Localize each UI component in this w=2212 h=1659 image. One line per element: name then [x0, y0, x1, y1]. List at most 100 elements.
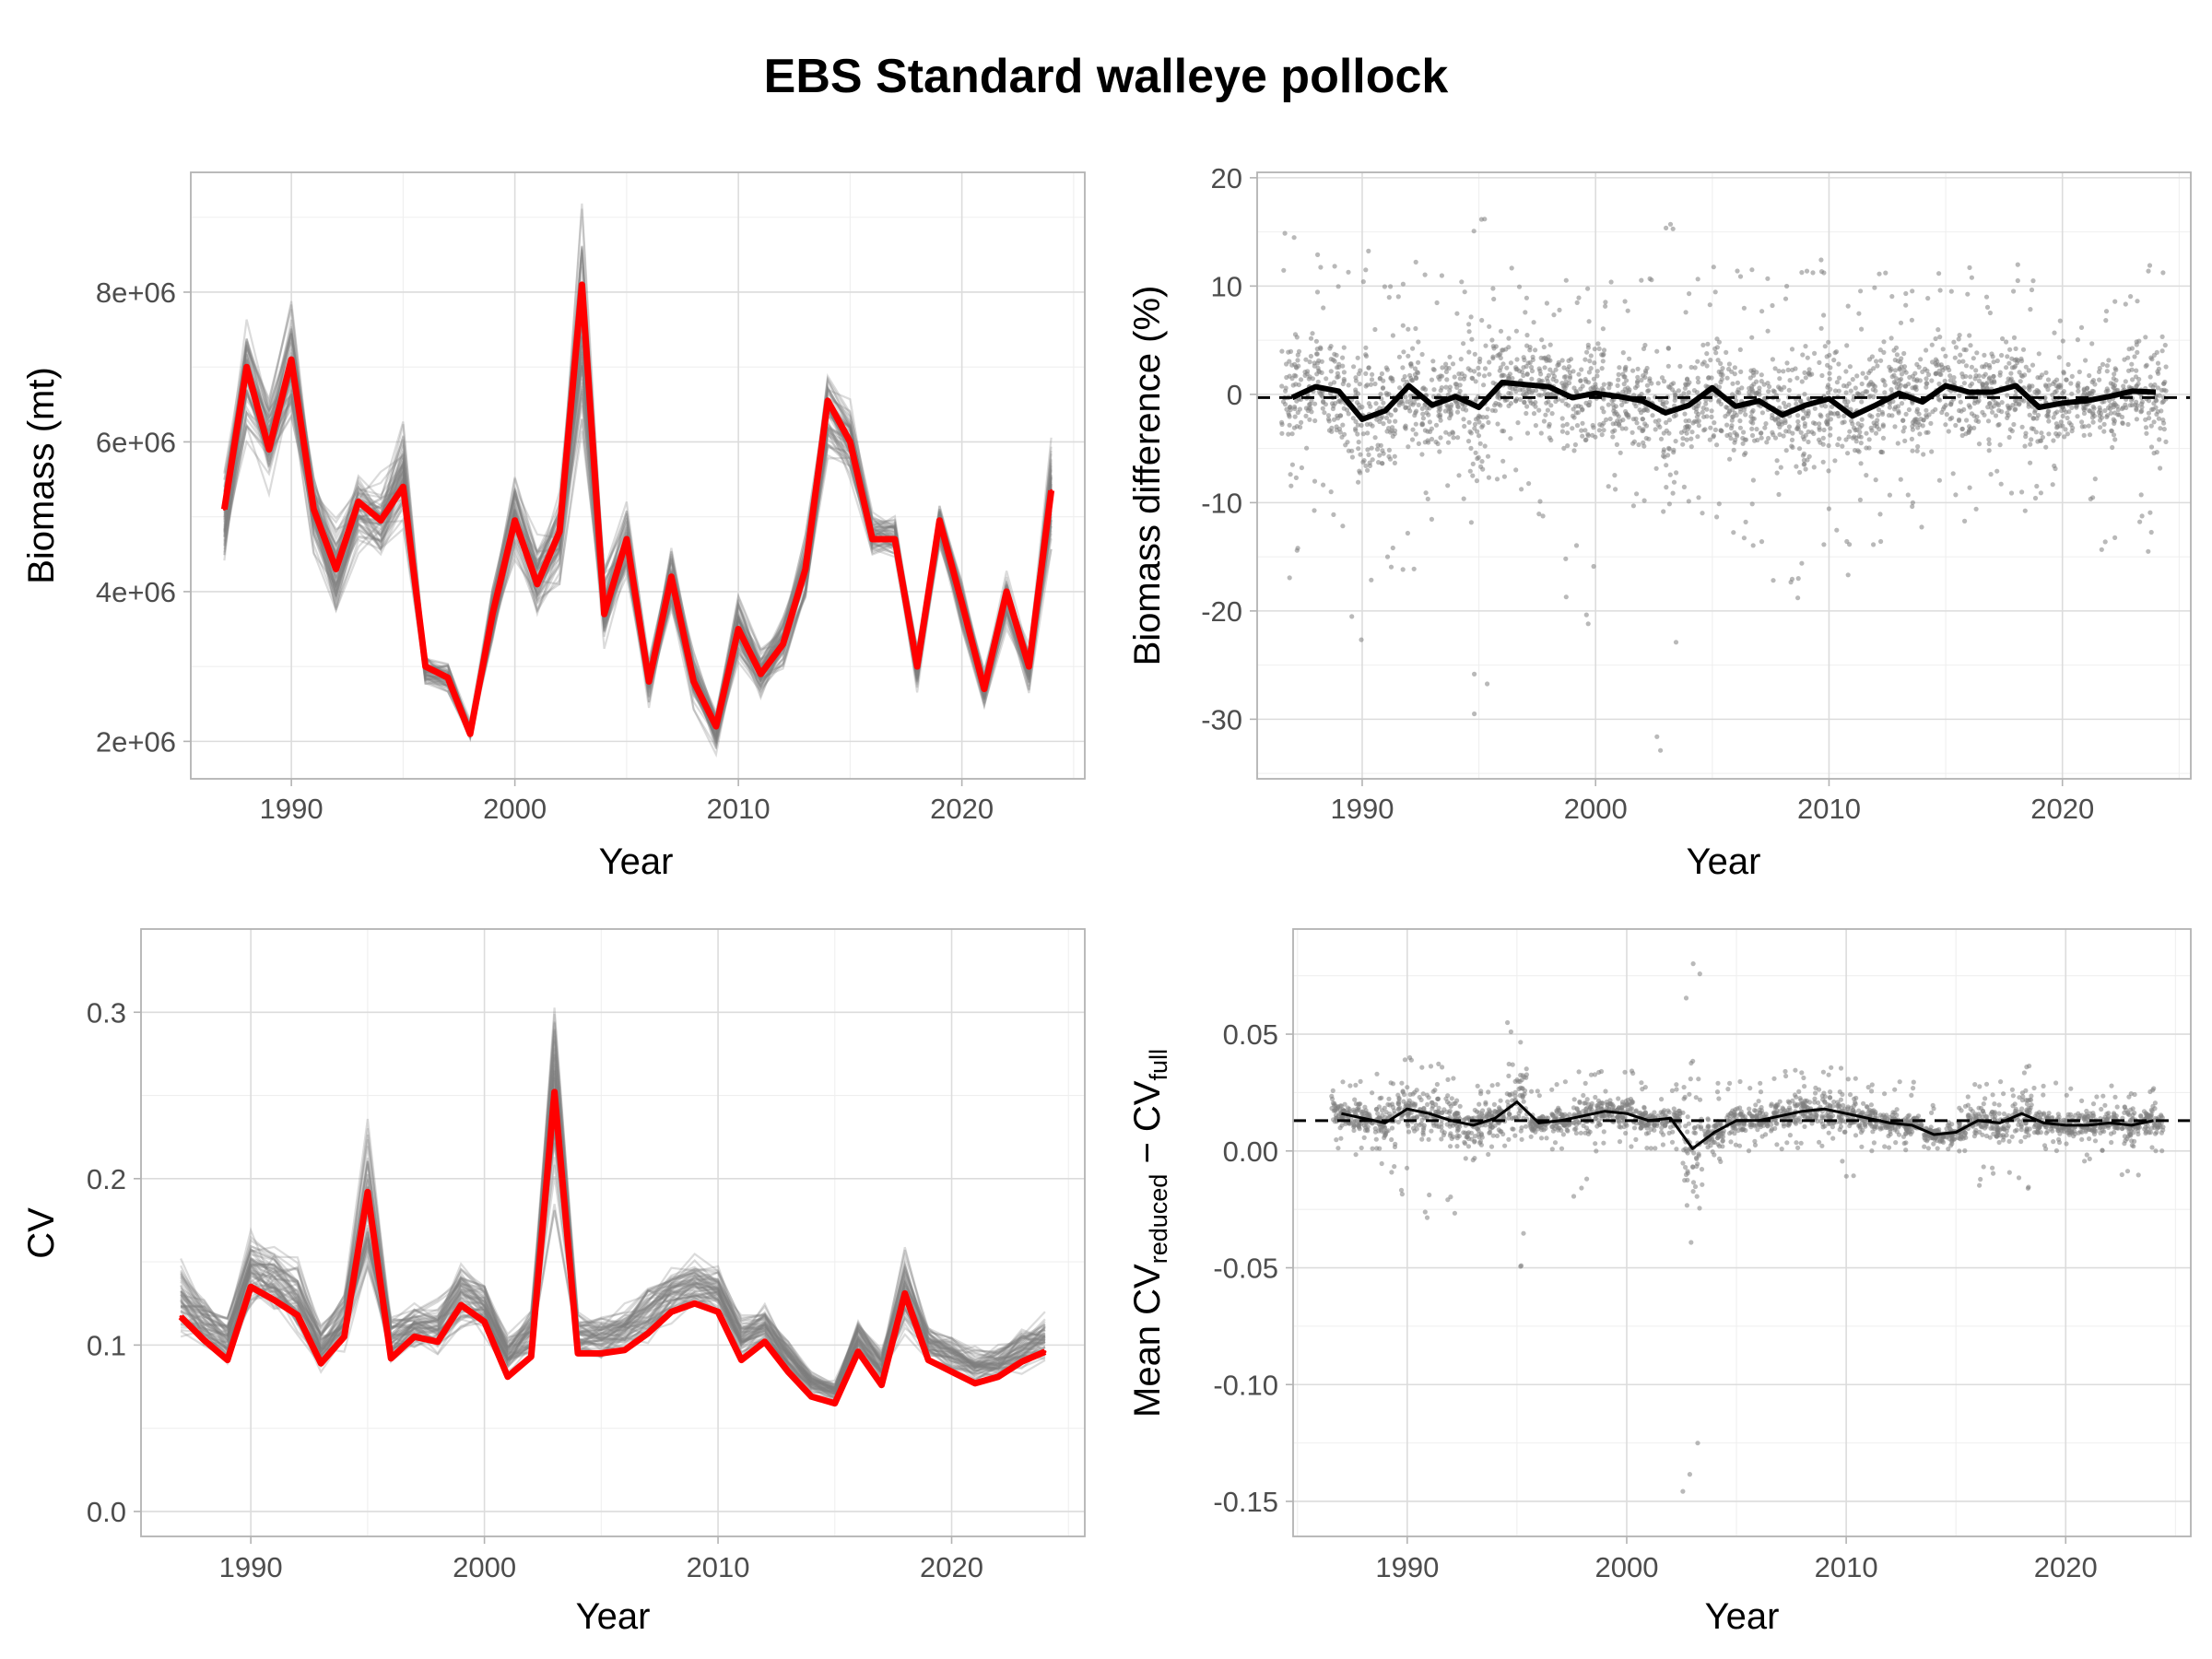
replicate-point: [1781, 400, 1787, 406]
replicate-point: [1517, 1092, 1523, 1099]
replicate-point: [1529, 368, 1535, 374]
replicate-point: [1749, 426, 1755, 431]
replicate-point: [1845, 451, 1851, 456]
replicate-point: [1724, 422, 1730, 428]
replicate-point: [2125, 355, 2131, 360]
replicate-point: [1735, 380, 1740, 385]
replicate-point: [1666, 501, 1672, 507]
replicate-point: [1830, 404, 1835, 409]
replicate-point: [1624, 1101, 1630, 1108]
replicate-point: [1772, 1125, 1778, 1131]
replicate-point: [1465, 439, 1472, 444]
replicate-point: [1375, 1111, 1381, 1116]
replicate-point: [1728, 1139, 1734, 1145]
replicate-point: [1607, 416, 1613, 422]
replicate-point: [1830, 1135, 1836, 1141]
replicate-point: [1508, 436, 1513, 441]
replicate-point: [1617, 1139, 1623, 1145]
replicate-point: [1917, 422, 1923, 428]
replicate-point: [1486, 475, 1491, 480]
replicate-point: [1690, 1189, 1696, 1194]
replicate-point: [1419, 1117, 1425, 1123]
replicate-point: [1380, 385, 1385, 391]
replicate-point: [2136, 338, 2142, 344]
replicate-point: [2081, 403, 2087, 408]
replicate-point: [1759, 435, 1764, 441]
replicate-point: [1748, 1124, 1754, 1130]
replicate-point: [1732, 429, 1737, 435]
replicate-point: [1559, 358, 1565, 363]
observed-point: [576, 1351, 580, 1355]
replicate-point: [1993, 413, 1999, 418]
replicate-point: [1820, 1097, 1826, 1102]
replicate-point: [1747, 1111, 1752, 1116]
replicate-point: [1828, 1089, 1833, 1095]
replicate-point: [1659, 1097, 1665, 1102]
replicate-point: [2039, 430, 2044, 436]
replicate-point: [1892, 1127, 1898, 1133]
replicate-point: [1818, 412, 1823, 418]
replicate-point: [1553, 367, 1559, 372]
replicate-point: [1331, 380, 1337, 385]
replicate-point: [2060, 391, 2065, 396]
replicate-point: [1850, 1108, 1856, 1113]
replicate-point: [1902, 438, 1908, 443]
replicate-point: [1454, 311, 1460, 316]
replicate-point: [1601, 428, 1606, 433]
replicate-point: [1294, 547, 1300, 553]
replicate-point: [1506, 1061, 1512, 1067]
replicate-point: [1880, 435, 1887, 441]
replicate-point: [1685, 1114, 1690, 1120]
replicate-point: [1718, 360, 1724, 367]
replicate-point: [1749, 335, 1755, 340]
replicate-point: [1887, 1124, 1892, 1130]
replicate-point: [1508, 1029, 1513, 1035]
replicate-point: [1494, 477, 1500, 482]
replicate-point: [1629, 1144, 1634, 1149]
replicate-point: [1588, 353, 1594, 359]
replicate-point: [1790, 444, 1795, 450]
replicate-point: [1910, 448, 1915, 453]
replicate-point: [1363, 345, 1369, 350]
replicate-point: [1685, 1150, 1690, 1156]
replicate-point: [1624, 378, 1630, 383]
replicate-point: [1434, 300, 1440, 306]
replicate-point: [1981, 385, 1986, 391]
replicate-point: [1513, 389, 1519, 394]
replicate-line: [180, 1030, 1046, 1390]
replicate-point: [2148, 444, 2155, 450]
replicate-point: [1875, 363, 1880, 369]
replicate-point: [1463, 1141, 1468, 1147]
replicate-point: [1671, 414, 1677, 419]
replicate-point: [1457, 1103, 1463, 1109]
replicate-point: [1470, 473, 1476, 478]
replicate-point: [1447, 1108, 1453, 1113]
replicate-point: [1524, 430, 1531, 436]
replicate-point: [1936, 477, 1942, 483]
replicate-point: [1370, 1146, 1375, 1151]
replicate-point: [1479, 459, 1485, 465]
replicate-point: [1893, 1140, 1899, 1146]
replicate-point: [1743, 519, 1748, 525]
replicate-point: [1507, 384, 1512, 390]
replicate-point: [1892, 406, 1898, 412]
replicate-point: [1683, 995, 1689, 1001]
replicate-point: [1835, 1100, 1841, 1105]
replicate-point: [1357, 382, 1362, 387]
x-tick-label: 2020: [2030, 793, 2094, 825]
observed-point: [319, 1361, 323, 1365]
replicate-point: [2120, 406, 2125, 412]
replicate-point: [2019, 489, 2025, 495]
replicate-point: [1883, 270, 1888, 276]
replicate-point: [2104, 363, 2110, 369]
replicate-line: [223, 348, 1053, 740]
replicate-point: [2111, 405, 2116, 410]
replicate-point: [1739, 385, 1745, 391]
replicate-point: [1583, 428, 1588, 433]
replicate-point: [1564, 1127, 1570, 1133]
replicate-point: [1635, 366, 1641, 371]
replicate-point: [1872, 285, 1877, 290]
replicate-point: [1901, 425, 1907, 430]
replicate-point: [1409, 437, 1416, 442]
